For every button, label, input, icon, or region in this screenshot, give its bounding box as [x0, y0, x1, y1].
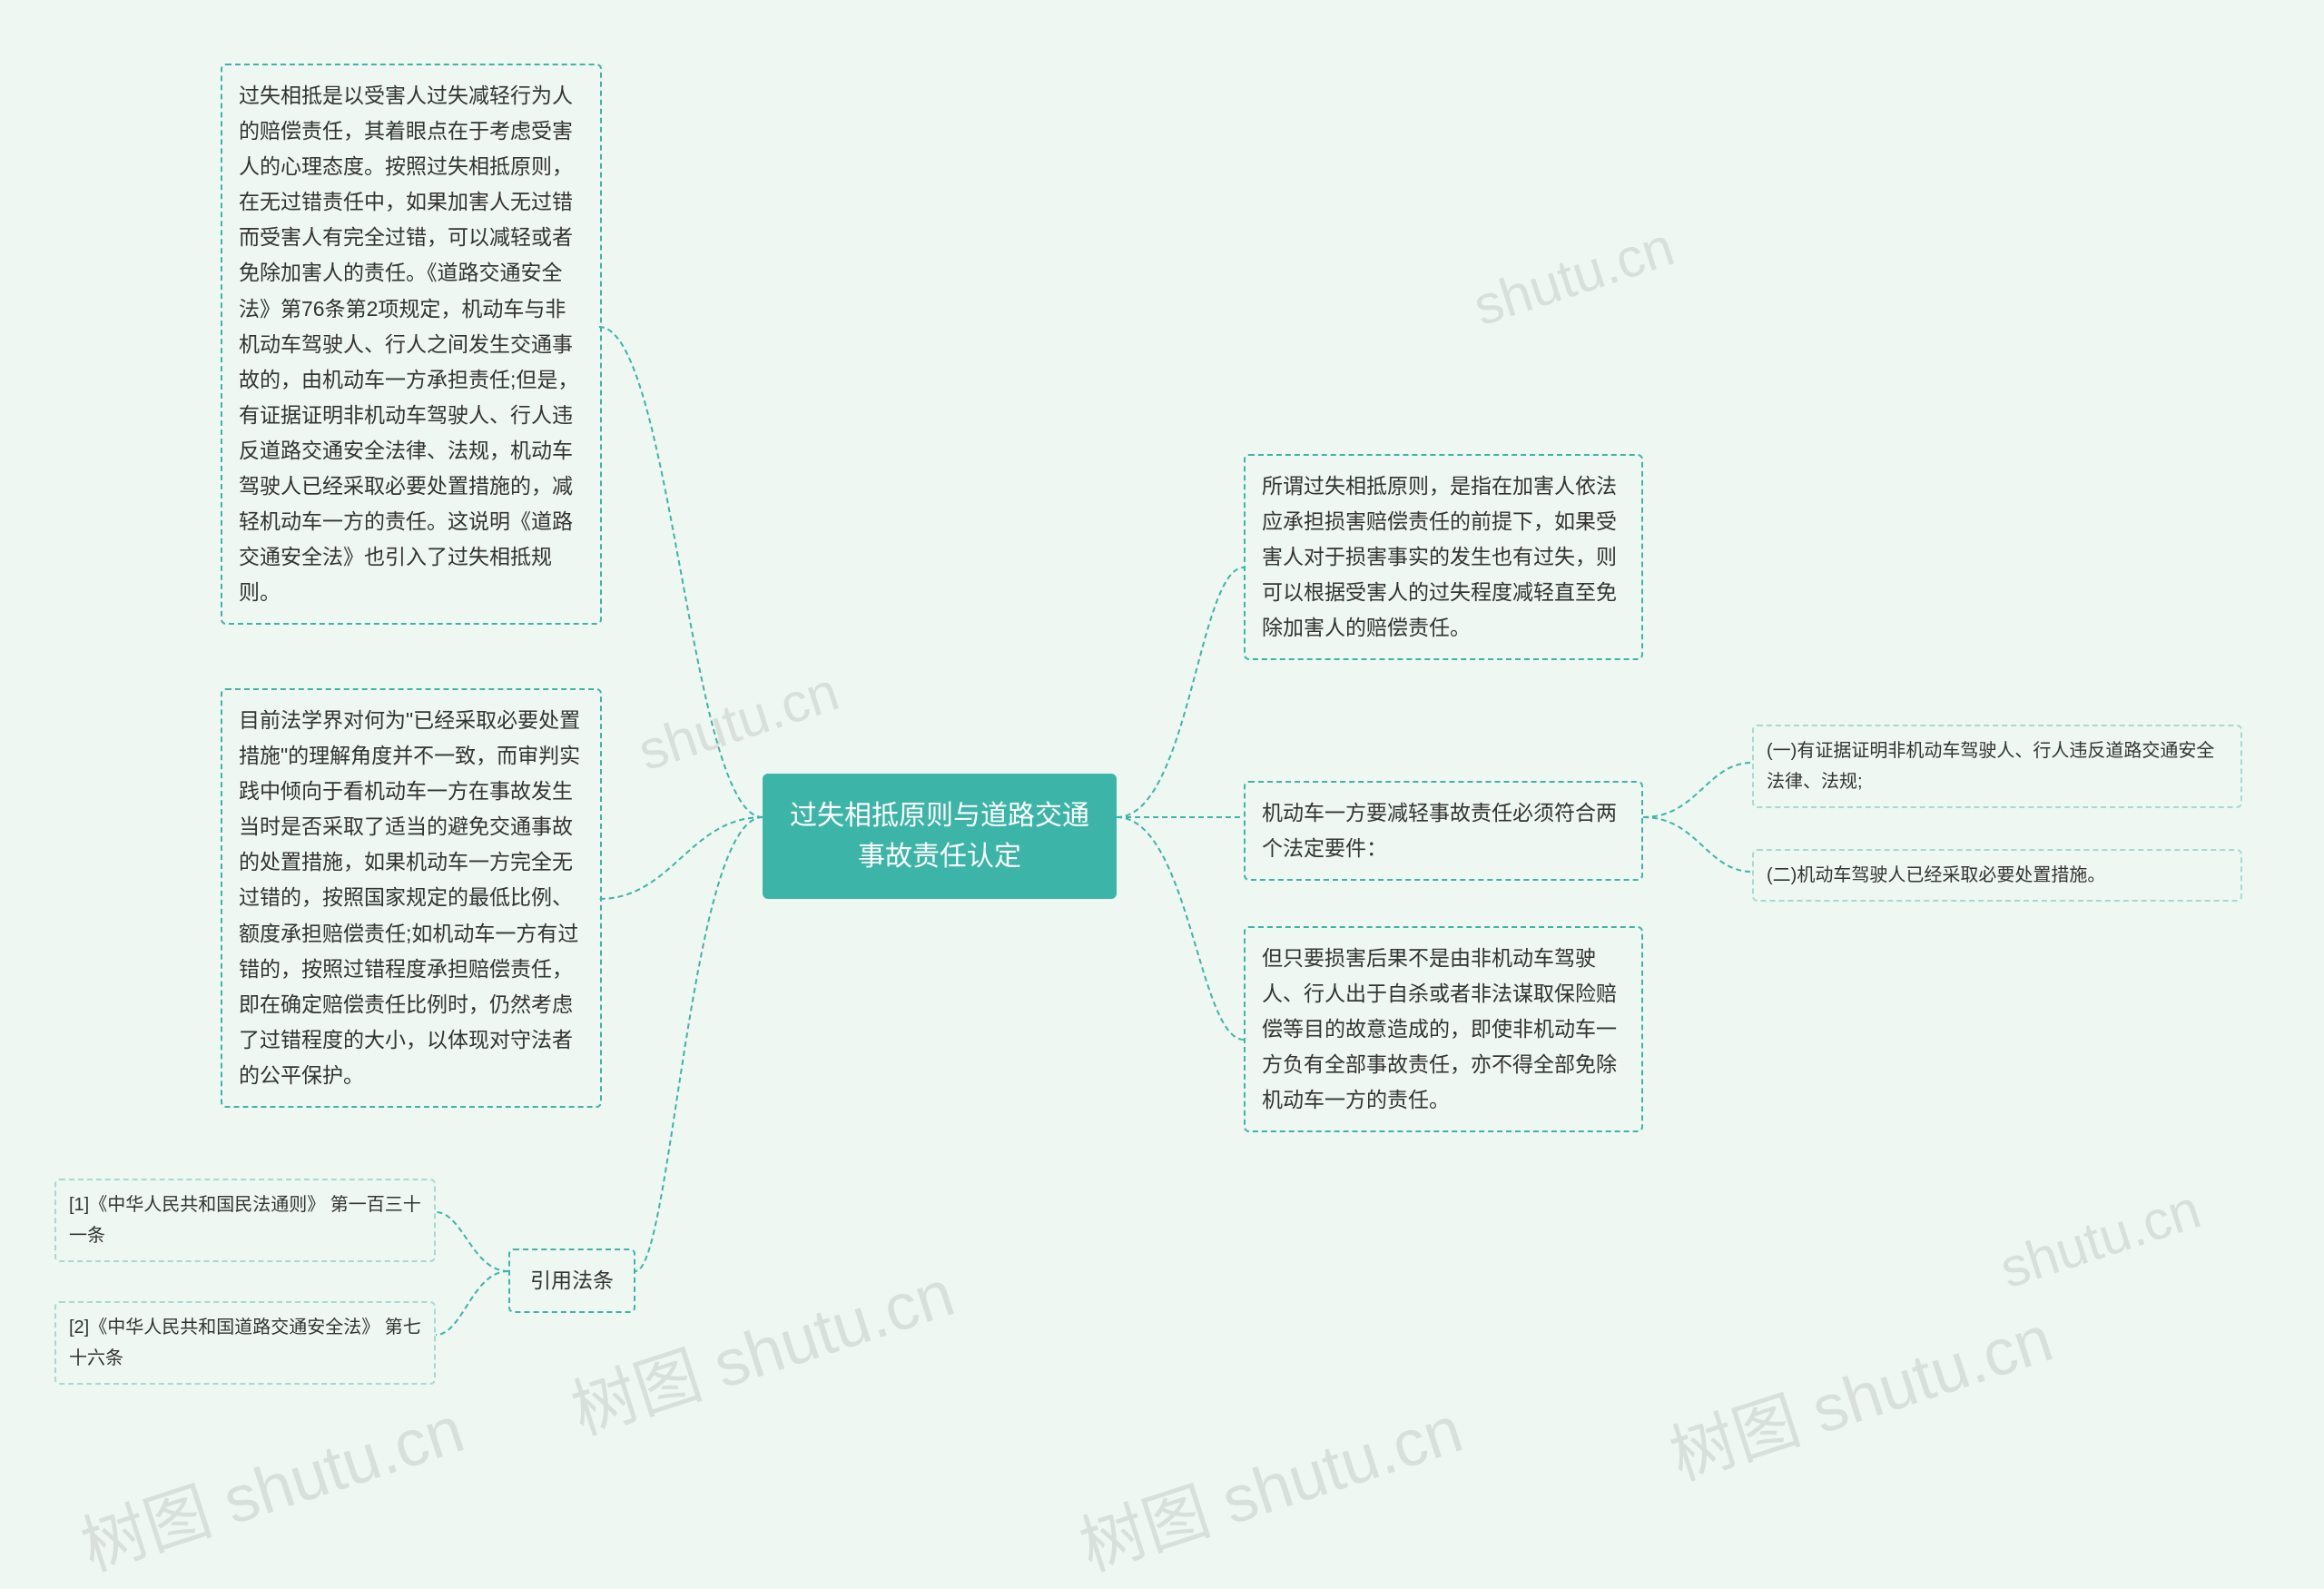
citation-2: [2]《中华人民共和国道路交通安全法》 第七十六条	[54, 1301, 436, 1385]
citations-label: 引用法条	[530, 1268, 614, 1292]
left-node-2-text: 目前法学界对何为"已经采取必要处置措施"的理解角度并不一致，而审判实践中倾向于看…	[239, 708, 580, 1087]
center-node: 过失相抵原则与道路交通 事故责任认定	[763, 774, 1117, 899]
right-node-1: 所谓过失相抵原则，是指在加害人依法应承担损害赔偿责任的前提下，如果受害人对于损害…	[1244, 454, 1643, 660]
citation-1: [1]《中华人民共和国民法通则》 第一百三十一条	[54, 1179, 436, 1262]
left-node-2: 目前法学界对何为"已经采取必要处置措施"的理解角度并不一致，而审判实践中倾向于看…	[221, 688, 602, 1108]
citation-1-text: [1]《中华人民共和国民法通则》 第一百三十一条	[69, 1195, 421, 1246]
right-node-2: 机动车一方要减轻事故责任必须符合两个法定要件：	[1244, 781, 1643, 881]
citation-2-text: [2]《中华人民共和国道路交通安全法》 第七十六条	[69, 1318, 421, 1368]
right-node-2b-text: (二)机动车驾驶人已经采取必要处置措施。	[1767, 865, 2105, 885]
right-node-2a: (一)有证据证明非机动车驾驶人、行人违反道路交通安全法律、法规;	[1752, 725, 2242, 808]
watermark: shutu.cn	[1466, 215, 1681, 339]
left-node-1-text: 过失相抵是以受害人过失减轻行为人的赔偿责任，其着眼点在于考虑受害人的心理态度。按…	[239, 84, 578, 604]
right-node-3: 但只要损害后果不是由非机动车驾驶人、行人出于自杀或者非法谋取保险赔偿等目的故意造…	[1244, 926, 1643, 1132]
right-node-1-text: 所谓过失相抵原则，是指在加害人依法应承担损害赔偿责任的前提下，如果受害人对于损害…	[1262, 474, 1617, 639]
left-node-citations: 引用法条	[508, 1248, 635, 1313]
watermark: 树图 shutu.cn	[1066, 1376, 1472, 1589]
watermark: 树图 shutu.cn	[1656, 1285, 2062, 1498]
watermark: 树图 shutu.cn	[67, 1376, 473, 1589]
watermark: shutu.cn	[631, 660, 846, 784]
center-title-line1: 过失相抵原则与道路交通	[790, 801, 1089, 831]
right-node-2a-text: (一)有证据证明非机动车驾驶人、行人违反道路交通安全法律、法规;	[1767, 741, 2214, 792]
watermark: shutu.cn	[1993, 1178, 2208, 1301]
right-node-2b: (二)机动车驾驶人已经采取必要处置措施。	[1752, 849, 2242, 902]
right-node-2-text: 机动车一方要减轻事故责任必须符合两个法定要件：	[1262, 801, 1617, 860]
left-node-1: 过失相抵是以受害人过失减轻行为人的赔偿责任，其着眼点在于考虑受害人的心理态度。按…	[221, 64, 602, 625]
center-title-line2: 事故责任认定	[858, 842, 1021, 872]
right-node-3-text: 但只要损害后果不是由非机动车驾驶人、行人出于自杀或者非法谋取保险赔偿等目的故意造…	[1262, 946, 1617, 1111]
